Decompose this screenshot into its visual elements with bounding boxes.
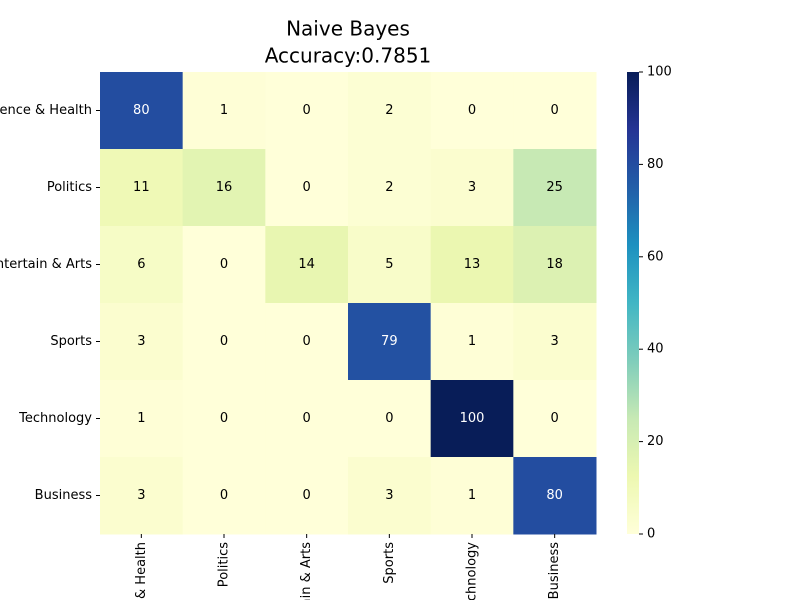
heatmap-cell (513, 457, 597, 535)
cell-label: 2 (385, 180, 393, 195)
y-tick-label: Entertain & Arts (0, 257, 92, 272)
heatmap-cell (430, 380, 514, 458)
cell-label: 0 (220, 257, 228, 272)
colorbar-tick-label: 100 (647, 65, 672, 80)
chart-title: Naive Bayes (286, 17, 410, 41)
colorbar-tick-label: 80 (647, 157, 664, 172)
cell-label: 0 (220, 488, 228, 503)
heatmap-cell (182, 380, 266, 458)
colorbar-tick-label: 60 (647, 249, 664, 264)
colorbar-tick-label: 40 (647, 342, 664, 357)
heatmap-cell (430, 72, 514, 150)
chart-subtitle: Accuracy:0.7851 (265, 44, 432, 68)
heatmap-cell (265, 149, 349, 227)
cell-label: 0 (551, 103, 559, 118)
heatmap-cell (348, 380, 432, 458)
cell-label: 25 (546, 180, 563, 195)
heatmap-cell (513, 226, 597, 304)
cell-label: 3 (137, 488, 145, 503)
heatmap-cell (265, 303, 349, 381)
cell-label: 6 (137, 257, 145, 272)
heatmap-cell (348, 226, 432, 304)
y-tick-label: Science & Health (0, 103, 92, 118)
x-tick-label: Sports (382, 542, 397, 584)
heatmap-cell (100, 226, 184, 304)
heatmap-cell (265, 380, 349, 458)
colorbar-tick-label: 0 (647, 527, 655, 542)
cell-label: 1 (468, 488, 476, 503)
heatmap-cell (513, 149, 597, 227)
cell-label: 1 (137, 411, 145, 426)
heatmap-cell (513, 380, 597, 458)
y-tick-label: Technology (18, 411, 92, 426)
cell-label: 0 (303, 488, 311, 503)
heatmap-cell (430, 457, 514, 535)
heatmap-cell (182, 149, 266, 227)
x-tick-label: Business (547, 542, 562, 600)
cell-label: 0 (551, 411, 559, 426)
colorbar (627, 72, 639, 534)
heatmap-cell (100, 380, 184, 458)
y-tick-label: Politics (47, 180, 92, 195)
y-tick-label: Sports (50, 334, 92, 349)
cell-label: 79 (381, 334, 398, 349)
heatmap-cell (348, 149, 432, 227)
cell-label: 0 (220, 411, 228, 426)
cell-label: 0 (220, 334, 228, 349)
cell-label: 0 (303, 103, 311, 118)
heatmap-cell (265, 72, 349, 150)
cell-label: 0 (303, 334, 311, 349)
heatmap-cell (513, 303, 597, 381)
x-tick-label: Entertain & Arts (299, 542, 314, 600)
heatmap-cell (513, 72, 597, 150)
heatmap-cell (348, 72, 432, 150)
y-tick-label: Business (35, 488, 93, 503)
cell-label: 0 (385, 411, 393, 426)
cell-label: 11 (133, 180, 150, 195)
cell-label: 100 (460, 411, 485, 426)
heatmap-cell (265, 226, 349, 304)
cell-label: 1 (468, 334, 476, 349)
cell-label: 3 (137, 334, 145, 349)
cell-label: 16 (216, 180, 233, 195)
heatmap-cell (100, 457, 184, 535)
cell-label: 0 (303, 411, 311, 426)
heatmap-cell (100, 72, 184, 150)
cell-label: 18 (546, 257, 563, 272)
heatmap-cell (265, 457, 349, 535)
cell-label: 1 (220, 103, 228, 118)
cell-label: 3 (551, 334, 559, 349)
cell-label: 0 (303, 180, 311, 195)
heatmap-cell (348, 457, 432, 535)
cell-label: 2 (385, 103, 393, 118)
x-tick-label: Science & Health (134, 542, 149, 600)
cell-label: 13 (464, 257, 481, 272)
cell-label: 80 (546, 488, 563, 503)
heatmap-cell (430, 149, 514, 227)
heatmap-cell (430, 303, 514, 381)
x-tick-label: Politics (217, 542, 232, 587)
cell-label: 14 (298, 257, 315, 272)
heatmap-cell (100, 149, 184, 227)
heatmap-cell (182, 226, 266, 304)
heatmap-cell (182, 72, 266, 150)
cell-label: 3 (385, 488, 393, 503)
x-tick-label: Technology (465, 542, 480, 600)
heatmap-cell (348, 303, 432, 381)
heatmap-cell (100, 303, 184, 381)
colorbar-tick-label: 20 (647, 434, 664, 449)
cell-label: 0 (468, 103, 476, 118)
heatmap-cell (182, 457, 266, 535)
cell-label: 5 (385, 257, 393, 272)
heatmap-cell (182, 303, 266, 381)
heatmap-cell (430, 226, 514, 304)
cell-label: 80 (133, 103, 150, 118)
cell-label: 3 (468, 180, 476, 195)
